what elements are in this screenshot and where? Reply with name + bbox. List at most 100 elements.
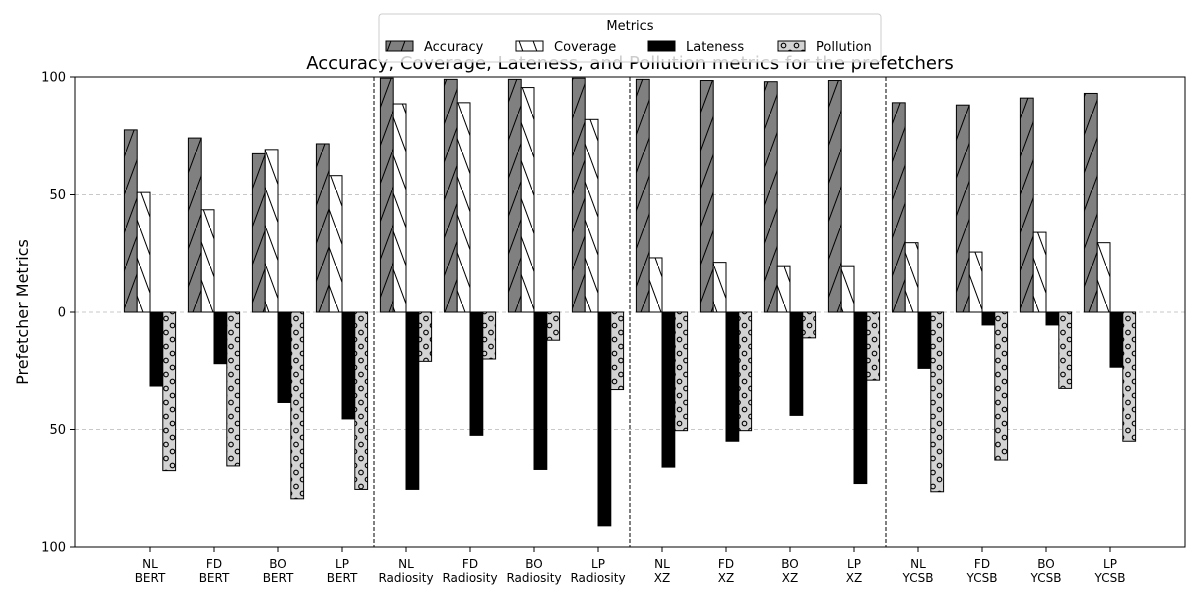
bar-lateness — [277, 311, 292, 403]
x-tick-label-line1: FD — [718, 557, 734, 571]
bar-accuracy — [635, 78, 650, 313]
bar-coverage — [1096, 242, 1111, 313]
bars — [123, 77, 1137, 527]
bar-pollution — [738, 311, 753, 432]
y-tick-label: 50 — [49, 188, 66, 203]
legend-label: Pollution — [816, 40, 872, 55]
bar-coverage — [776, 265, 791, 313]
x-tick-label-line2: Radiosity — [506, 571, 561, 585]
x-tick-label-line2: BERT — [263, 571, 294, 585]
x-tick-label-line1: NL — [654, 557, 670, 571]
bar-accuracy — [955, 104, 970, 313]
bar-coverage — [904, 242, 919, 313]
x-tick-label-line2: Radiosity — [442, 571, 497, 585]
bar-pollution — [866, 311, 881, 381]
x-tick-label-line1: LP — [591, 557, 605, 571]
bar-lateness — [597, 311, 612, 527]
bar-accuracy — [827, 80, 842, 313]
bar-coverage — [584, 118, 599, 313]
legend-label: Lateness — [686, 40, 744, 55]
legend-swatch — [648, 41, 675, 51]
x-tick-label-line2: Radiosity — [378, 571, 433, 585]
bar-accuracy — [187, 137, 202, 313]
bar-coverage — [200, 209, 215, 313]
bar-accuracy — [251, 152, 266, 313]
bar-coverage — [840, 265, 855, 313]
x-axis-ticks: NLBERTFDBERTBOBERTLPBERTNLRadiosityFDRad… — [135, 547, 1126, 585]
bar-accuracy — [315, 143, 330, 313]
bar-pollution — [354, 311, 369, 490]
legend-entry-accuracy: Accuracy — [385, 40, 484, 55]
y-tick-label: 100 — [41, 71, 66, 86]
bar-accuracy — [507, 78, 522, 313]
bar-coverage — [520, 87, 535, 313]
legend: Metrics Accuracy Coverage Lateness Pollutio… — [378, 13, 882, 63]
y-tick-label: 0 — [58, 306, 66, 321]
bar-coverage — [328, 175, 343, 313]
x-tick-label-line1: BO — [781, 557, 798, 571]
bar-accuracy — [891, 102, 906, 313]
x-tick-label-line2: BERT — [327, 571, 358, 585]
x-tick-label-line2: XZ — [654, 571, 670, 585]
bar-pollution — [1058, 311, 1073, 389]
y-tick-label: 100 — [41, 541, 66, 556]
legend-box — [378, 13, 882, 63]
bar-pollution — [1122, 311, 1137, 442]
x-tick-label-line2: XZ — [782, 571, 798, 585]
bar-pollution — [674, 311, 689, 432]
bar-lateness — [661, 311, 676, 468]
bar-pollution — [610, 311, 625, 391]
bar-lateness — [341, 311, 356, 420]
x-tick-label-line1: LP — [335, 557, 349, 571]
bar-lateness — [1045, 311, 1060, 326]
bar-pollution — [546, 311, 561, 341]
legend-label: Coverage — [554, 40, 616, 55]
bar-accuracy — [123, 129, 138, 313]
y-tick-label: 50 — [49, 423, 66, 438]
bar-accuracy — [699, 80, 714, 313]
bar-lateness — [981, 311, 996, 326]
legend-title: Metrics — [606, 19, 653, 34]
legend-entry-lateness: Lateness — [647, 40, 744, 55]
x-tick-label-line1: LP — [1103, 557, 1117, 571]
y-axis-ticks: 100 50 0 50 100 — [41, 71, 75, 556]
x-tick-label-line2: Radiosity — [570, 571, 625, 585]
bar-lateness — [1109, 311, 1124, 368]
x-tick-label-line1: NL — [398, 557, 414, 571]
bar-accuracy — [379, 77, 394, 313]
bar-accuracy — [571, 77, 586, 313]
bar-pollution — [482, 311, 497, 360]
x-tick-label-line2: YCSB — [1030, 571, 1062, 585]
bar-coverage — [456, 102, 471, 313]
x-tick-label-line1: NL — [142, 557, 158, 571]
bar-lateness — [789, 311, 804, 416]
bar-lateness — [917, 311, 932, 369]
bar-pollution — [418, 311, 433, 362]
bar-lateness — [853, 311, 868, 485]
group-separators — [373, 77, 887, 547]
bar-lateness — [405, 311, 420, 490]
bar-accuracy — [443, 78, 458, 313]
bar-pollution — [930, 311, 945, 493]
bar-coverage — [264, 149, 279, 313]
x-tick-label-line1: BO — [525, 557, 542, 571]
x-tick-label-line1: LP — [847, 557, 861, 571]
x-tick-label-line2: BERT — [135, 571, 166, 585]
x-tick-label-line2: BERT — [199, 571, 230, 585]
bar-coverage — [392, 103, 407, 313]
x-tick-label-line1: FD — [206, 557, 222, 571]
bar-lateness — [725, 311, 740, 442]
x-tick-label-line2: YCSB — [966, 571, 998, 585]
legend-label: Accuracy — [424, 40, 484, 55]
bar-accuracy — [1019, 97, 1034, 313]
bar-coverage — [712, 262, 727, 313]
x-tick-label-line1: BO — [1037, 557, 1054, 571]
legend-entry-pollution: Pollution — [777, 40, 872, 55]
bar-coverage — [968, 251, 983, 313]
bar-pollution — [994, 311, 1009, 461]
bar-lateness — [533, 311, 548, 470]
x-tick-label-line2: YCSB — [1094, 571, 1126, 585]
bar-pollution — [802, 311, 817, 339]
bar-lateness — [149, 311, 164, 387]
